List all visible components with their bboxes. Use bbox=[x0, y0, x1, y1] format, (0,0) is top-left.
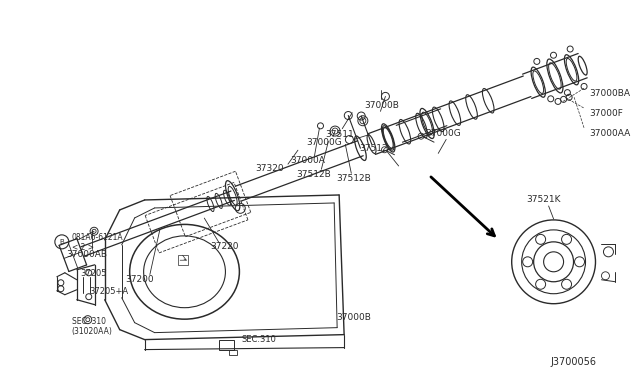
Text: SEC. 310: SEC. 310 bbox=[72, 317, 106, 326]
Text: 37512B: 37512B bbox=[336, 174, 371, 183]
Text: 37000A: 37000A bbox=[290, 157, 325, 166]
Text: 37220: 37220 bbox=[210, 241, 239, 250]
Text: 37205: 37205 bbox=[80, 269, 106, 278]
Text: 081A6-6121A: 081A6-6121A bbox=[72, 233, 124, 243]
Text: B: B bbox=[60, 239, 64, 245]
Text: 37000AA: 37000AA bbox=[589, 129, 630, 138]
Text: J3700056: J3700056 bbox=[550, 356, 596, 366]
Text: 37000B: 37000B bbox=[337, 313, 372, 322]
Text: 37521K: 37521K bbox=[526, 195, 561, 205]
Text: < 2 >: < 2 > bbox=[72, 243, 94, 252]
Text: 37512B: 37512B bbox=[296, 170, 331, 179]
Text: 37000G: 37000G bbox=[307, 138, 342, 147]
Text: 37000B: 37000B bbox=[364, 100, 399, 110]
Text: 37512: 37512 bbox=[360, 144, 388, 153]
Text: 37320: 37320 bbox=[256, 164, 284, 173]
Text: SEC.310: SEC.310 bbox=[242, 335, 276, 344]
Text: 37205+A: 37205+A bbox=[90, 287, 129, 296]
Text: 37511: 37511 bbox=[325, 130, 354, 139]
Bar bbox=[220, 340, 234, 350]
Text: (31020AA): (31020AA) bbox=[72, 327, 113, 336]
Text: 37200: 37200 bbox=[125, 275, 154, 284]
Bar bbox=[229, 350, 237, 355]
Text: 37000BA: 37000BA bbox=[589, 89, 630, 98]
Text: 37000F: 37000F bbox=[589, 109, 623, 118]
Text: 37000AB: 37000AB bbox=[66, 250, 107, 259]
Text: 37000G: 37000G bbox=[426, 129, 461, 138]
